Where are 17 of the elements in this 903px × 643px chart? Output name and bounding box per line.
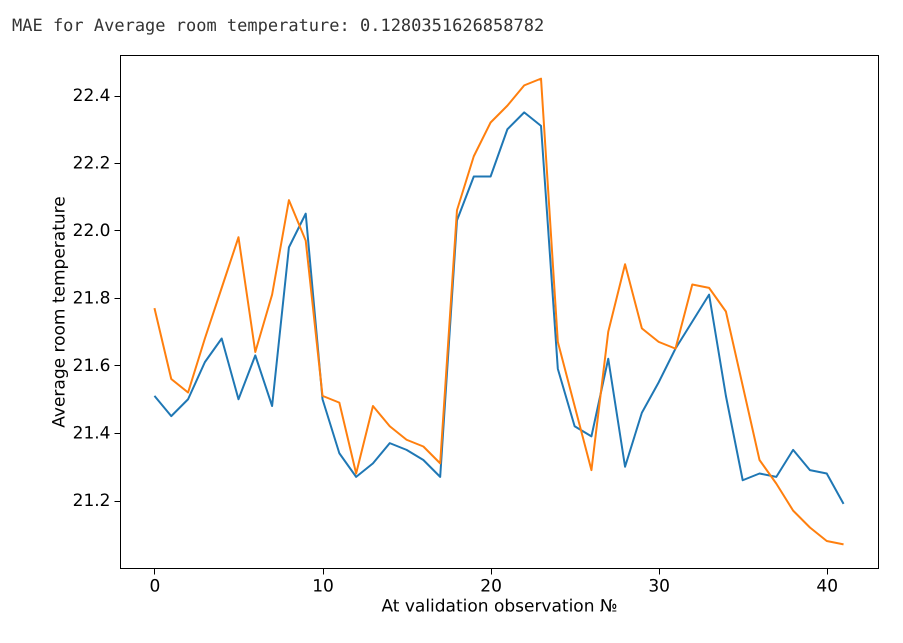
x-tick-label: 10 <box>312 576 334 596</box>
x-tick-label: 30 <box>648 576 670 596</box>
y-tick-label: 21.6 <box>72 356 110 376</box>
x-tick-label: 0 <box>150 576 160 596</box>
y-tick-label: 21.2 <box>72 491 110 511</box>
y-tick-label: 22.2 <box>72 154 110 174</box>
line-series <box>153 111 845 505</box>
y-tick-label: 21.4 <box>72 424 110 444</box>
x-tick-label: 20 <box>480 576 502 596</box>
y-tick-label: 22.0 <box>72 221 110 241</box>
y-tick-label: 21.8 <box>72 288 110 308</box>
x-tick-label: 40 <box>816 576 838 596</box>
line-series <box>153 78 845 546</box>
chart-title: MAE for Average room temperature: 0.1280351626858782 <box>12 16 544 36</box>
y-tick-label: 22.4 <box>72 86 110 106</box>
x-axis-title: At validation observation № <box>381 596 618 616</box>
y-axis-title: Average room temperature <box>50 196 70 428</box>
